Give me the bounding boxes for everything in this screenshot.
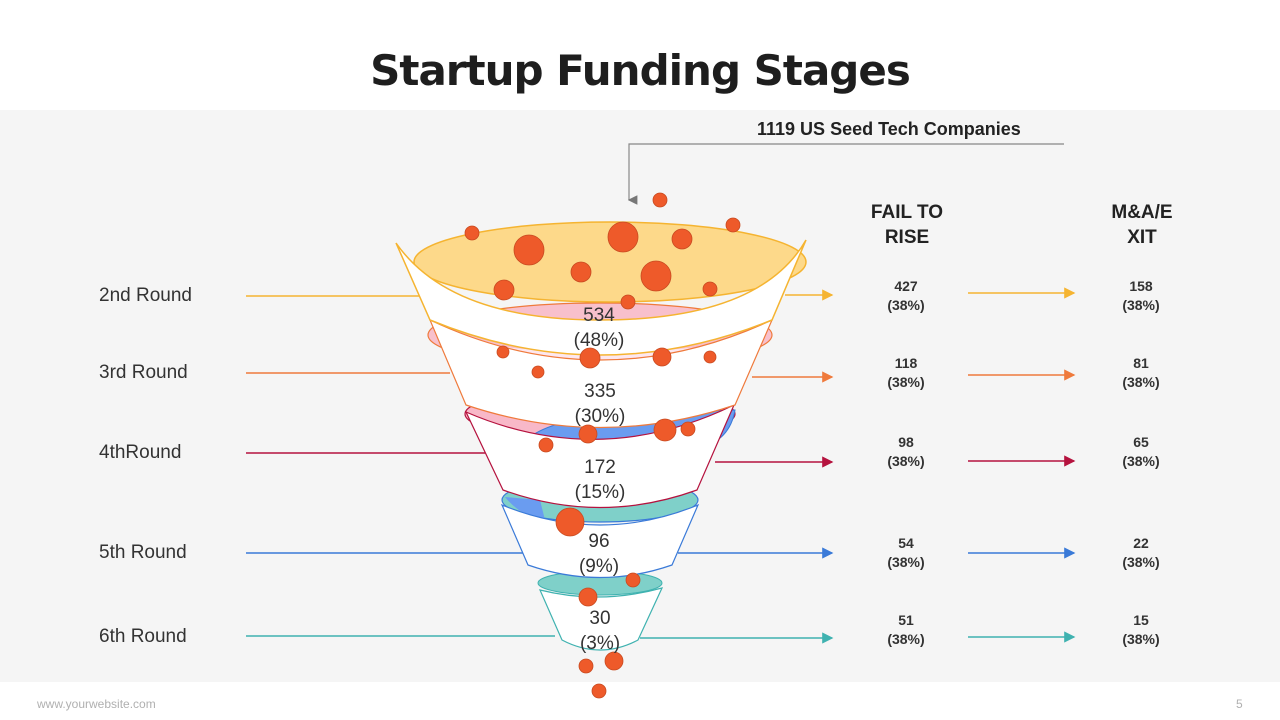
band-4-value: 172 (15%) bbox=[574, 457, 626, 503]
fail-stat-3rd: 118 (38%) bbox=[887, 355, 925, 390]
band-6-body bbox=[538, 587, 664, 651]
exit-stat-6th: 15 (38%) bbox=[1122, 612, 1160, 647]
ball bbox=[555, 507, 585, 537]
ball bbox=[652, 347, 672, 367]
funding-balls bbox=[464, 192, 741, 699]
ball bbox=[578, 587, 598, 607]
ball bbox=[604, 651, 624, 671]
ball bbox=[538, 437, 554, 453]
round-label-5th: 5th Round bbox=[99, 542, 187, 563]
exit-stat-4th: 65 (38%) bbox=[1122, 434, 1160, 469]
ball bbox=[578, 658, 594, 674]
round-label-4th: 4thRound bbox=[99, 442, 182, 463]
exit-column-header: M&A/E XIT bbox=[1111, 202, 1173, 248]
ball bbox=[702, 281, 718, 297]
ball bbox=[578, 424, 598, 444]
page-number: 5 bbox=[1236, 697, 1243, 711]
fail-stat-6th: 51 (38%) bbox=[887, 612, 925, 647]
fail-stat-5th: 54 (38%) bbox=[887, 535, 925, 570]
round-label-6th: 6th Round bbox=[99, 626, 187, 647]
fail-stat-2nd: 427 (38%) bbox=[887, 278, 925, 313]
ball bbox=[671, 228, 693, 250]
footer-website: www.yourwebsite.com bbox=[37, 697, 156, 711]
band-6-value: 30 (3%) bbox=[579, 608, 621, 654]
ball bbox=[725, 217, 741, 233]
exit-stat-3rd: 81 (38%) bbox=[1122, 355, 1160, 390]
ball bbox=[680, 421, 696, 437]
fail-column-header: FAIL TO RISE bbox=[870, 202, 944, 248]
ball bbox=[703, 350, 717, 364]
ball bbox=[570, 261, 592, 283]
ball bbox=[579, 347, 601, 369]
ball bbox=[607, 221, 639, 253]
exit-stat-5th: 22 (38%) bbox=[1122, 535, 1160, 570]
band-2-body bbox=[395, 239, 807, 356]
fail-stat-4th: 98 (38%) bbox=[887, 434, 925, 469]
page-title: Startup Funding Stages bbox=[370, 46, 911, 95]
exit-stat-2nd: 158 (38%) bbox=[1122, 278, 1160, 313]
ball bbox=[464, 225, 480, 241]
ball bbox=[620, 294, 636, 310]
round-label-3rd: 3rd Round bbox=[99, 362, 188, 383]
ball bbox=[653, 418, 677, 442]
ball bbox=[531, 365, 545, 379]
band-2-value: 534 (48%) bbox=[573, 305, 625, 351]
ball bbox=[591, 683, 607, 699]
ball bbox=[496, 345, 510, 359]
funnel-subtitle: 1119 US Seed Tech Companies bbox=[757, 119, 1021, 139]
band-3-value: 335 (30%) bbox=[574, 381, 626, 427]
ball bbox=[652, 192, 668, 208]
ball bbox=[493, 279, 515, 301]
band-5-inner bbox=[505, 497, 545, 520]
ball bbox=[625, 572, 641, 588]
round-label-2nd: 2nd Round bbox=[99, 285, 192, 306]
ball bbox=[640, 260, 672, 292]
ball bbox=[513, 234, 545, 266]
callout-line bbox=[627, 143, 1064, 205]
band-5-value: 96 (9%) bbox=[578, 531, 620, 577]
